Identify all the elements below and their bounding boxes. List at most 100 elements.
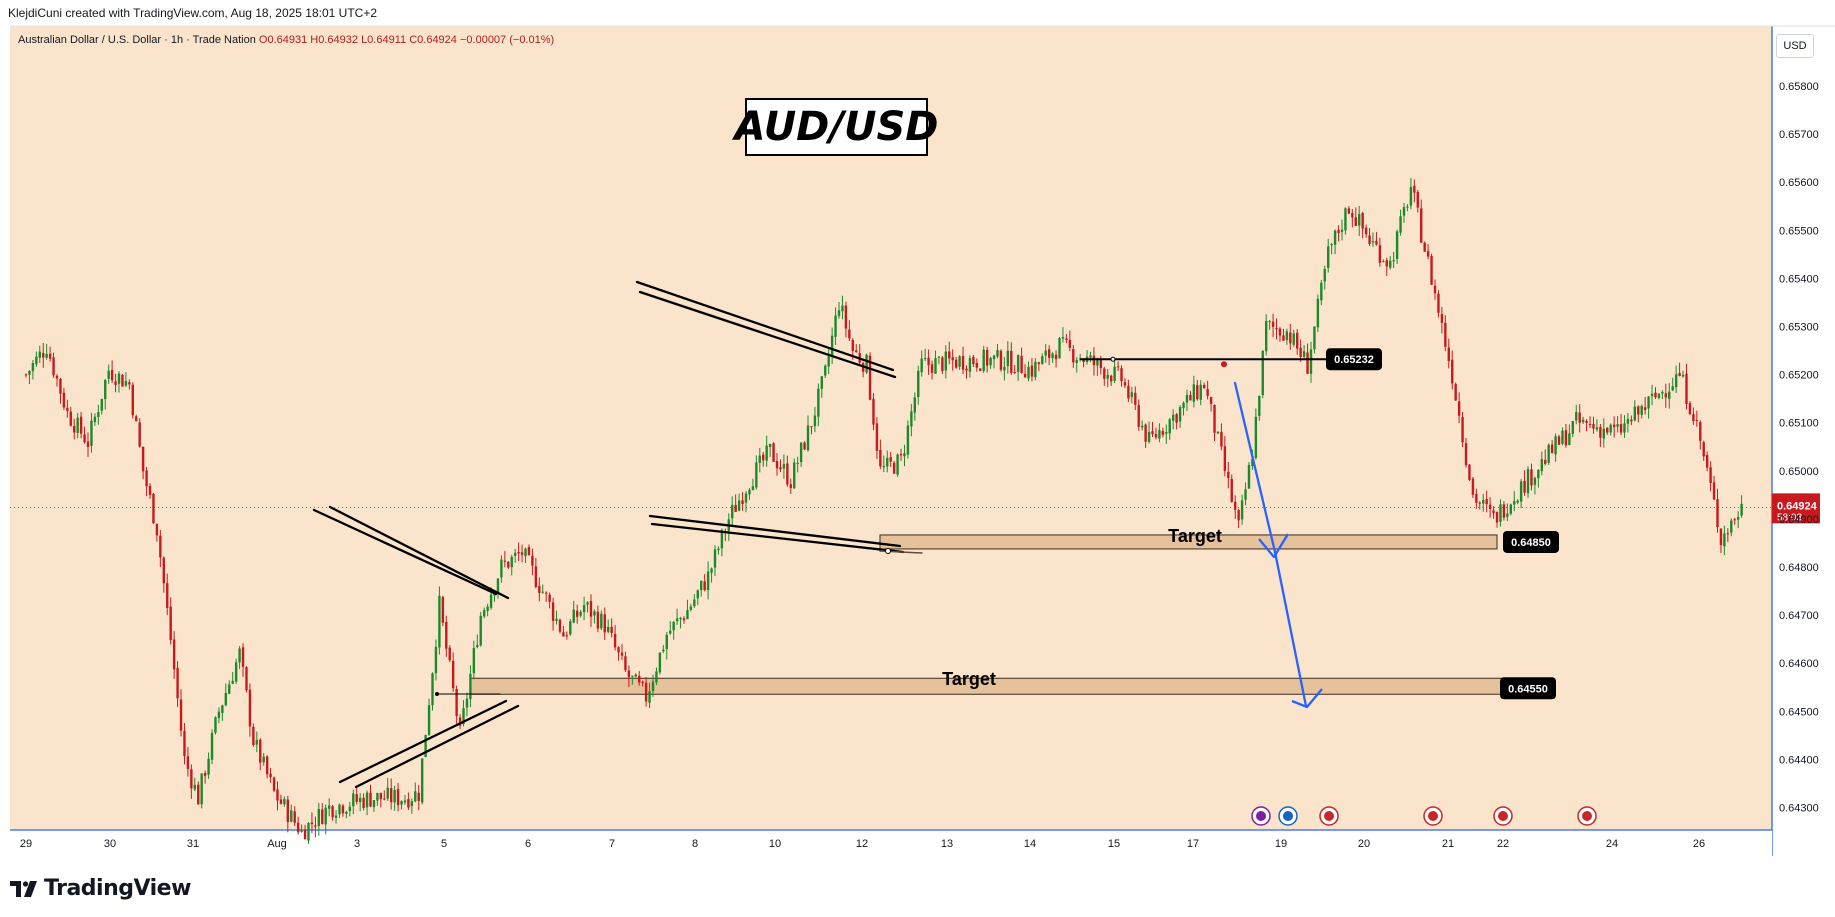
wedge1-lower-line-b[interactable]	[354, 704, 520, 789]
candle-body	[383, 798, 386, 800]
candle-body	[1054, 354, 1058, 360]
candle-body	[1395, 231, 1399, 259]
candle-body	[1492, 510, 1495, 514]
candle-body	[1389, 260, 1392, 268]
candle-body	[1323, 268, 1326, 282]
candle-body	[586, 602, 589, 605]
candle-body	[479, 615, 482, 646]
candle-body	[786, 463, 789, 485]
candle-body	[1499, 504, 1502, 522]
candle-body	[1123, 382, 1127, 386]
candle-body	[76, 417, 79, 433]
candle-body	[1447, 347, 1450, 362]
us-flag-event-icon[interactable]	[1319, 806, 1339, 826]
candle-body	[658, 652, 662, 673]
wedge1-anchor-point	[435, 692, 439, 696]
wedge1-lower-line-a[interactable]	[338, 699, 508, 784]
candle-body	[1333, 230, 1337, 245]
candle-body	[1647, 396, 1650, 409]
candle-body	[283, 799, 286, 805]
candle-body	[679, 617, 682, 620]
x-tick-label: Aug	[267, 838, 287, 850]
candle-body	[975, 363, 979, 368]
candle-body	[1082, 359, 1085, 363]
candle-body	[45, 353, 48, 358]
candle-body	[293, 811, 296, 823]
candle-body	[686, 609, 689, 620]
candle-body	[572, 609, 575, 623]
candle-body	[1399, 216, 1402, 233]
candle-body	[1678, 372, 1681, 376]
us-flag-event-icon[interactable]	[1577, 806, 1597, 826]
candle-body	[1340, 229, 1344, 232]
candle-body	[1540, 459, 1543, 472]
candle-body	[1134, 392, 1137, 405]
candle-body	[1240, 500, 1244, 520]
candle-body	[562, 632, 565, 637]
candle-body	[197, 784, 200, 805]
candle-body	[1550, 444, 1554, 453]
candle-body	[720, 529, 724, 549]
projection-arrow-segment-2[interactable]	[1273, 550, 1308, 708]
brand-name: TradingView	[44, 876, 191, 901]
candle-body	[1664, 393, 1668, 398]
candle-body	[1258, 395, 1261, 416]
lightning-event-icon[interactable]	[1251, 806, 1271, 826]
candle-body	[1213, 404, 1216, 433]
candle-body	[520, 552, 524, 555]
candle-body	[1275, 328, 1278, 330]
candle-body	[1103, 368, 1106, 379]
wedge2-lower-line-b[interactable]	[650, 522, 905, 554]
candle-body	[1382, 261, 1385, 263]
candle-body	[1154, 433, 1158, 438]
candle-body	[476, 645, 479, 648]
candle-body	[793, 462, 796, 489]
candle-body	[1544, 459, 1547, 464]
candle-body	[372, 800, 376, 808]
candle-body	[438, 595, 441, 648]
candle-body	[148, 485, 152, 495]
candle-body	[169, 606, 172, 641]
candle-body	[1116, 366, 1120, 368]
candle-body	[551, 602, 555, 621]
australia-flag-event-icon[interactable]	[1278, 806, 1298, 826]
wedge1-upper-line-b[interactable]	[328, 505, 510, 600]
target-1-zone[interactable]	[879, 534, 1498, 550]
y-tick-label: 0.65600	[1779, 177, 1819, 189]
candle-body	[1292, 333, 1295, 345]
candle-body	[365, 792, 369, 808]
resistance-price-label-text: 0.65232	[1334, 354, 1374, 366]
wedge1-upper-line-a[interactable]	[312, 508, 498, 596]
candle-body	[262, 756, 265, 763]
candle-body	[1233, 501, 1237, 510]
candle-body	[1020, 355, 1023, 374]
target-2-text: Target	[942, 669, 996, 689]
candle-body	[638, 675, 641, 683]
us-flag-event-icon[interactable]	[1493, 806, 1513, 826]
candle-body	[1457, 401, 1461, 416]
candle-body	[1144, 424, 1147, 442]
wedge2-upper-line-b[interactable]	[638, 290, 897, 379]
candle-body	[97, 412, 100, 418]
candle-body	[1705, 454, 1709, 468]
candle-body	[1726, 533, 1730, 535]
currency-button[interactable]: USD	[1776, 34, 1814, 58]
candle-body	[310, 822, 314, 824]
wedge2-lower-line-a[interactable]	[648, 514, 902, 548]
candle-body	[593, 611, 596, 616]
candle-body	[534, 566, 538, 587]
candle-body	[1581, 419, 1585, 423]
wedge2-upper-line-a[interactable]	[635, 280, 895, 372]
projection-arrow-segment-1[interactable]	[1233, 381, 1277, 554]
tradingview-brand[interactable]: TradingView	[10, 876, 191, 901]
candle-body	[90, 420, 93, 446]
candle-body	[827, 356, 830, 367]
candle-body	[1006, 350, 1010, 367]
candle-body	[837, 310, 841, 316]
candle-body	[1733, 519, 1736, 521]
candle-body	[607, 626, 610, 632]
candle-body	[507, 561, 510, 568]
candle-body	[1175, 414, 1178, 423]
us-flag-event-icon[interactable]	[1423, 806, 1443, 826]
